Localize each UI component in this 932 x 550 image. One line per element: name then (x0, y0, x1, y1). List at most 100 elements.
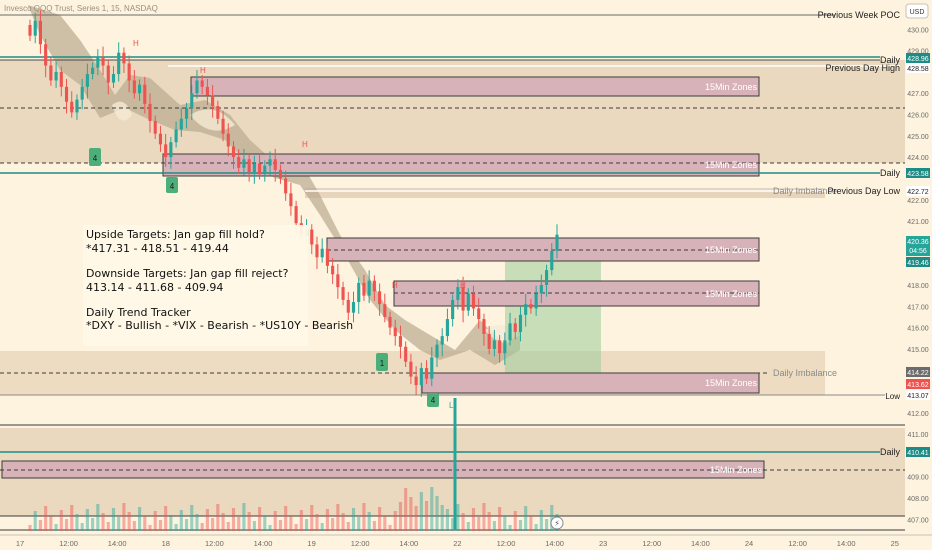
replay-lightning-icon[interactable]: ⚡ (550, 516, 564, 530)
notes-line-4: 413.14 - 411.68 - 409.94 (86, 281, 223, 294)
volume-bar (111, 508, 116, 531)
volume-bar (294, 524, 298, 531)
candle-body (284, 178, 288, 194)
volume-bar (503, 516, 507, 531)
time-tick-2: 14:00 (108, 539, 127, 548)
volume-bar (252, 521, 256, 531)
price-axis[interactable] (905, 0, 932, 535)
volume-bar (482, 503, 486, 531)
candle-body (477, 308, 481, 320)
price-tick-8: 418.00 (907, 283, 929, 290)
candle-body (44, 44, 48, 66)
price-tick-14: 409.00 (907, 475, 929, 482)
volume-bar (539, 510, 543, 531)
candle-body (211, 95, 215, 107)
candle-body (482, 319, 486, 334)
badge-current-price: 420.36 04:56 (906, 236, 930, 256)
volume-bar (59, 510, 63, 531)
candle-body (153, 120, 157, 134)
volume-bar (388, 525, 392, 531)
volume-bar (398, 502, 403, 531)
volume-bar (106, 522, 110, 531)
currency-button[interactable]: USD (905, 3, 929, 19)
candle-body (54, 71, 58, 81)
candle-body (111, 74, 116, 83)
volume-bar (419, 492, 423, 531)
candle-body (320, 248, 324, 258)
volume-bar (518, 520, 523, 531)
candle-body (534, 293, 538, 309)
volume-bar (231, 508, 236, 531)
price-axis-ticks: 430.00 429.00 427.00 426.00 425.00 424.00 422.… (907, 27, 929, 524)
volume-bar (393, 511, 397, 531)
candle-body (179, 118, 183, 130)
volume-bar (148, 525, 152, 531)
zone-15min-1 (190, 76, 760, 97)
volume-bar (268, 525, 272, 531)
candle-body (80, 86, 84, 100)
candle-body (294, 206, 298, 224)
marker-h-2: H (200, 66, 206, 75)
candle-body (461, 287, 465, 311)
label-daily-top: Daily (880, 55, 901, 65)
time-tick-10: 12:00 (497, 539, 516, 548)
time-tick-1: 12:00 (59, 539, 78, 548)
volume-bar (101, 513, 105, 531)
volume-bar (351, 508, 356, 531)
time-axis[interactable] (0, 535, 932, 550)
candle-body (226, 133, 230, 147)
candle-body (388, 316, 392, 328)
price-tick-7: 421.00 (907, 219, 929, 226)
price-tick-11: 415.00 (907, 347, 929, 354)
volume-bar (513, 511, 517, 531)
time-tick-5: 14:00 (254, 539, 273, 548)
candle-body (466, 293, 470, 311)
svg-text:410.41: 410.41 (907, 450, 929, 457)
volume-bar (258, 507, 262, 531)
volume-bar (550, 505, 554, 531)
volume-bar (378, 507, 382, 531)
volume-bar (357, 517, 361, 531)
zone-label-6: 15Min Zones (710, 465, 763, 475)
candle-body (143, 84, 147, 104)
time-tick-12: 23 (599, 539, 607, 548)
volume-bar (122, 503, 126, 531)
candle-body (101, 57, 105, 66)
volume-bar (138, 507, 142, 531)
candle-body (216, 106, 220, 119)
volume-bar (179, 510, 183, 531)
notes-line-6: *DXY - Bullish - *VIX - Bearish - *US10Y… (86, 319, 353, 332)
svg-text:422.72: 422.72 (907, 189, 929, 196)
candle-body (378, 291, 382, 305)
marker-h-1: H (133, 39, 139, 48)
ribbon-cloud (28, 5, 520, 365)
candle-body (258, 163, 262, 175)
candle-body (341, 287, 345, 300)
time-tick-11: 14:00 (545, 539, 564, 548)
zone-15min-2 (162, 153, 760, 177)
volume-bar (362, 503, 366, 531)
candle-body (539, 284, 543, 294)
volume-bar (49, 515, 53, 531)
volume-bar (174, 524, 178, 531)
time-tick-6: 19 (307, 539, 315, 548)
candle-body (231, 146, 236, 158)
volume-bar (96, 504, 100, 531)
svg-text:4: 4 (431, 396, 436, 405)
volume-bar (117, 517, 121, 531)
candle-body (138, 84, 142, 94)
candle-body (508, 323, 512, 341)
time-tick-7: 12:00 (351, 539, 370, 548)
candle-body (289, 193, 293, 207)
volume-bar (153, 511, 157, 531)
time-tick-3: 18 (162, 539, 170, 548)
svg-text:414.22: 414.22 (907, 370, 929, 377)
volume-bar (273, 511, 277, 531)
candle-body (445, 319, 449, 337)
volume-bar (127, 512, 131, 531)
candle-body (325, 248, 329, 266)
marker-l-1: L (449, 401, 454, 410)
volume-bar (346, 522, 350, 531)
svg-text:USD: USD (910, 9, 925, 16)
